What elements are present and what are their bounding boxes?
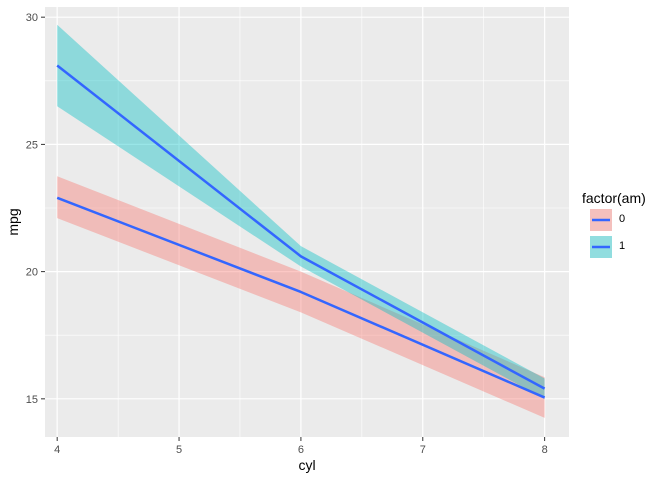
grid [45, 7, 569, 437]
y-tick-label: 15 [26, 394, 38, 406]
series-line-1 [56, 64, 546, 390]
x-tick-label: 4 [54, 444, 60, 456]
legend-label-1: 1 [619, 240, 625, 252]
x-tick-label: 8 [542, 444, 548, 456]
series-lines [56, 64, 546, 399]
y-axis-title: mpg [5, 208, 21, 235]
legend-label-0: 0 [619, 213, 625, 225]
plot-panel [45, 7, 569, 437]
confidence-band-series-0 [57, 176, 545, 418]
x-axis-title: cyl [298, 457, 315, 473]
y-tick-label: 30 [26, 12, 38, 24]
x-tick-label: 5 [176, 444, 182, 456]
x-tick-label: 6 [298, 444, 304, 456]
legend-keys [590, 209, 612, 258]
series-line-0 [56, 196, 546, 399]
y-tick-label: 25 [26, 139, 38, 151]
y-tick-label: 20 [26, 267, 38, 279]
axes: 4 5 6 7 8 15 20 25 30 [26, 12, 548, 456]
x-tick-label: 7 [420, 444, 426, 456]
legend-title: factor(am) [582, 190, 646, 206]
legend: factor(am) 0 1 [582, 190, 646, 258]
